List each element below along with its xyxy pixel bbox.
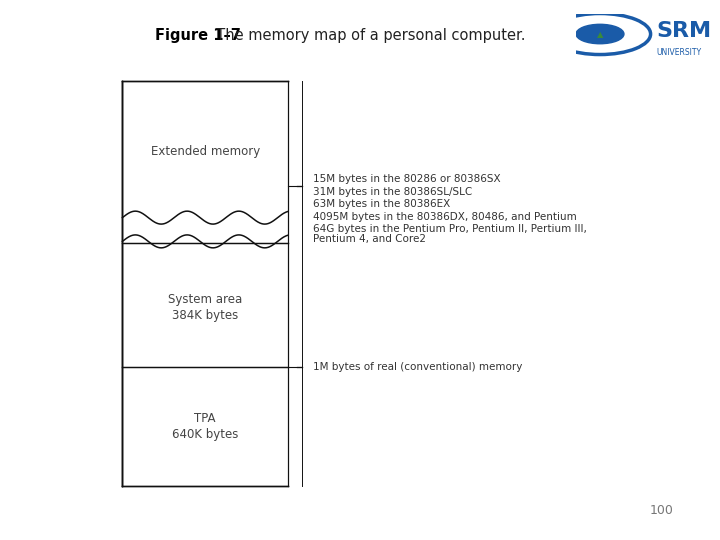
Text: UNIVERSITY: UNIVERSITY <box>656 48 701 57</box>
Text: Extended memory: Extended memory <box>150 145 260 158</box>
Text: 15M bytes in the 80286 or 80386SX: 15M bytes in the 80286 or 80386SX <box>313 174 501 184</box>
Text: 640K bytes: 640K bytes <box>172 428 238 441</box>
Text: 63M bytes in the 80386EX: 63M bytes in the 80386EX <box>313 199 451 209</box>
Text: 100: 100 <box>649 504 673 517</box>
Text: Figure 1–7: Figure 1–7 <box>155 28 240 43</box>
Text: 384K bytes: 384K bytes <box>172 309 238 322</box>
Text: System area: System area <box>168 293 243 306</box>
Text: 31M bytes in the 80386SL/SLC: 31M bytes in the 80386SL/SLC <box>313 187 472 197</box>
Text: ▲: ▲ <box>597 30 603 38</box>
Text: TPA: TPA <box>194 412 216 425</box>
Text: SRM: SRM <box>656 21 711 41</box>
Circle shape <box>560 18 640 50</box>
Circle shape <box>576 24 624 44</box>
Text: 64G bytes in the Pentium Pro, Pentium II, Pertium III,: 64G bytes in the Pentium Pro, Pentium II… <box>313 224 587 234</box>
Text: The memory map of a personal computer.: The memory map of a personal computer. <box>207 28 526 43</box>
Text: 1M bytes of real (conventional) memory: 1M bytes of real (conventional) memory <box>313 362 523 372</box>
Text: 4095M bytes in the 80386DX, 80486, and Pentium: 4095M bytes in the 80386DX, 80486, and P… <box>313 212 577 221</box>
Text: Pentium 4, and Core2: Pentium 4, and Core2 <box>313 234 426 244</box>
